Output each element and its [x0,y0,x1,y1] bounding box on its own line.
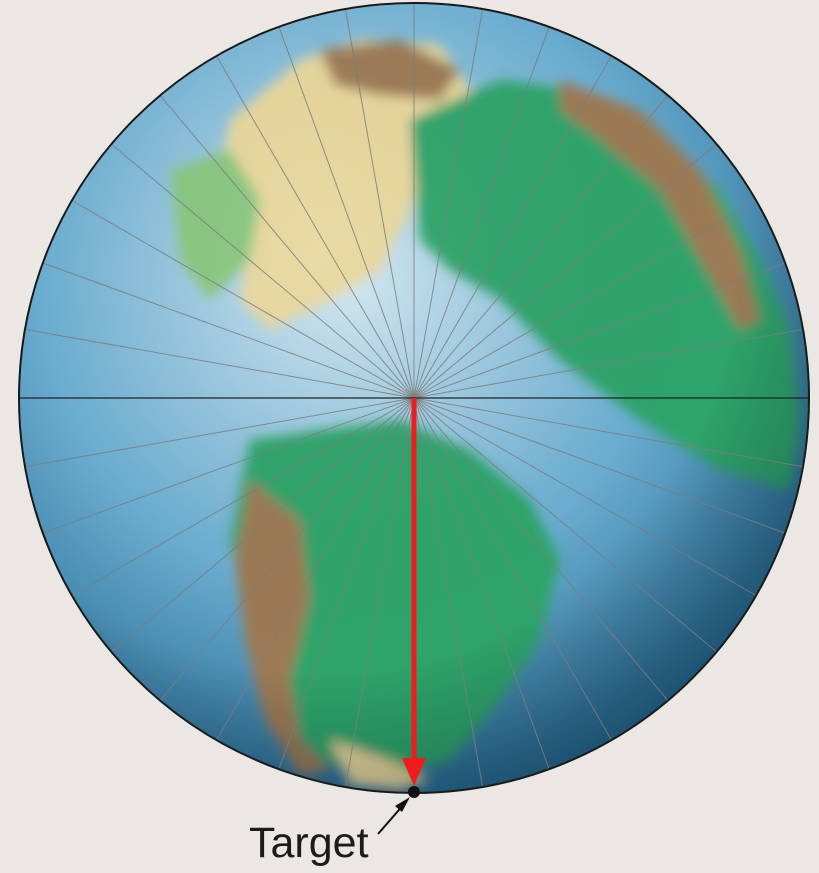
meridian-line [111,397,415,653]
meridian-line [413,397,804,468]
meridian-line [413,397,669,701]
meridian-line [413,397,717,653]
meridian-line [216,397,415,741]
meridian-line [42,262,415,399]
meridian-line [413,143,717,399]
target-label: Target [249,819,369,867]
meridian-line [413,55,612,399]
meridian-line [413,262,786,399]
meridian-line [159,397,415,701]
target-dot [408,786,420,798]
meridian-line [413,397,484,788]
meridian-line [344,8,415,399]
meridian-line [71,397,415,596]
meridian-line [413,200,757,399]
meridian-line [413,397,786,534]
meridian-line [42,397,415,534]
meridian-line [413,26,550,399]
meridian-line [413,95,669,399]
meridian-line [278,26,415,399]
meridian-line [413,8,484,399]
meridian-line [344,397,415,788]
meridian-line [413,397,550,770]
meridian-line [278,397,415,770]
meridian-line [413,397,612,741]
meridian-line [71,200,415,399]
meridian-line [24,397,415,468]
meridian-line [111,143,415,399]
meridian-line [159,95,415,399]
meridian-line [24,328,415,399]
meridian-line [216,55,415,399]
meridian-line [413,328,804,399]
target-pointer-arrowhead [395,797,410,812]
meridian-line [413,397,757,596]
route-arrowhead [402,758,426,786]
